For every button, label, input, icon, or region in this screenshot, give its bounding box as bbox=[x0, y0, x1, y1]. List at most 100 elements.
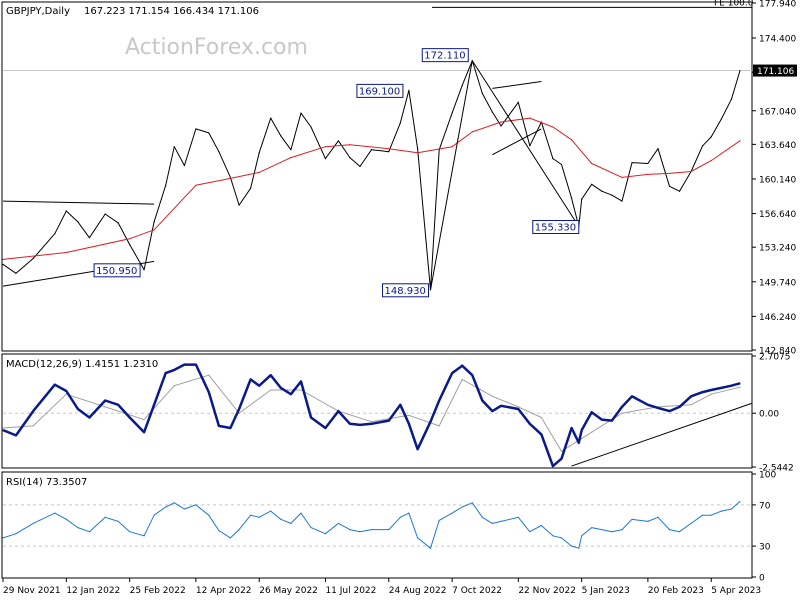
rsi-line-point bbox=[258, 516, 260, 518]
price-line-point bbox=[117, 222, 119, 224]
rsi-line-point bbox=[621, 529, 623, 531]
rsi-line-point bbox=[300, 512, 302, 514]
rsi-axis-label: 30 bbox=[759, 543, 771, 553]
x-axis-label: 29 Nov 2021 bbox=[3, 586, 61, 596]
rsi-axis-label: 0 bbox=[759, 574, 765, 584]
price-line-point bbox=[657, 148, 659, 150]
moving-average-line-point bbox=[416, 152, 419, 154]
macd-signal-line-point bbox=[370, 421, 373, 423]
price-annotation-box bbox=[421, 48, 469, 63]
price-annotation-label: 150.950 bbox=[96, 266, 137, 277]
macd-line-point bbox=[621, 406, 623, 408]
rsi-line-point bbox=[173, 502, 175, 504]
rsi-line-point bbox=[601, 529, 603, 531]
rsi-line-point bbox=[290, 522, 292, 525]
price-line-point bbox=[408, 89, 410, 91]
price-line-point bbox=[195, 128, 197, 130]
rsi-line-point bbox=[552, 535, 554, 537]
rsi-line-point bbox=[581, 535, 583, 537]
price-line-point bbox=[739, 69, 741, 72]
price-line-point bbox=[218, 151, 220, 153]
macd-line-point bbox=[290, 393, 292, 395]
macd-line-point bbox=[601, 418, 603, 421]
macd-signal-line-point bbox=[491, 395, 494, 397]
price-trendline bbox=[471, 60, 580, 227]
price-trendline bbox=[492, 128, 542, 156]
macd-line-point bbox=[238, 408, 240, 410]
macd-line-point bbox=[570, 427, 573, 429]
macd-line-point bbox=[143, 431, 145, 433]
price-line-point bbox=[710, 136, 712, 138]
price-line-point bbox=[668, 185, 671, 187]
rsi-line-point bbox=[690, 522, 692, 525]
rsi-line-point bbox=[310, 526, 312, 529]
price-line-point bbox=[491, 111, 494, 113]
price-line-point bbox=[701, 145, 704, 147]
macd-trendline bbox=[571, 402, 753, 467]
macd-line-point bbox=[591, 411, 593, 413]
x-axis-label: 12 Jan 2022 bbox=[66, 586, 120, 596]
watermark: ActionForex.com bbox=[125, 35, 308, 60]
moving-average-line-point bbox=[153, 229, 155, 231]
macd-line-point bbox=[657, 407, 659, 409]
rsi-line-point bbox=[388, 529, 390, 531]
price-line-point bbox=[290, 149, 292, 151]
price-line-point bbox=[249, 187, 252, 189]
rsi-line-point bbox=[359, 531, 361, 533]
price-line-point bbox=[32, 257, 34, 260]
rsi-line-point bbox=[529, 531, 531, 533]
rsi-line-point bbox=[183, 508, 185, 510]
price-axis-label: 167.040 bbox=[759, 107, 796, 117]
price-line-point bbox=[529, 145, 531, 147]
x-axis-label: 20 Feb 2023 bbox=[648, 586, 704, 596]
moving-average-line-point bbox=[195, 184, 197, 186]
rsi-line-point bbox=[195, 504, 197, 506]
macd-line-point bbox=[461, 365, 463, 367]
price-line-point bbox=[337, 140, 339, 142]
ohlc-label: 167.223 171.154 166.434 171.106 bbox=[84, 6, 259, 17]
price-line-point bbox=[720, 118, 722, 120]
price-line-point bbox=[500, 125, 502, 127]
x-axis-label: 7 Oct 2022 bbox=[452, 586, 502, 596]
macd-signal-line-point bbox=[2, 427, 4, 429]
rsi-line-point bbox=[2, 537, 4, 539]
macd-line-point bbox=[77, 408, 79, 410]
price-line-point bbox=[621, 200, 623, 202]
macd-axis-label: -2.5442 bbox=[759, 464, 794, 474]
macd-line-point bbox=[481, 399, 483, 402]
macd-line-point bbox=[258, 385, 260, 387]
rsi-line-point bbox=[65, 518, 67, 520]
price-line-point bbox=[270, 117, 272, 119]
macd-line-point bbox=[578, 442, 580, 444]
rsi-line-point bbox=[570, 545, 573, 547]
rsi-line-point bbox=[324, 533, 327, 535]
rsi-line-point bbox=[560, 537, 563, 539]
price-line-point bbox=[324, 158, 327, 160]
macd-signal-line-point bbox=[65, 393, 67, 395]
moving-average-line-point bbox=[690, 170, 692, 173]
price-line-point bbox=[388, 151, 390, 153]
macd-line-point bbox=[173, 369, 175, 371]
macd-line-point bbox=[218, 425, 220, 427]
rsi-line-point bbox=[438, 519, 440, 521]
rsi-line-point bbox=[54, 512, 56, 514]
macd-signal-line-point bbox=[517, 406, 519, 408]
macd-line-point bbox=[739, 382, 741, 384]
price-line-point bbox=[570, 197, 573, 199]
macd-line-point bbox=[15, 434, 17, 437]
macd-line-point bbox=[668, 410, 671, 412]
macd-line-point bbox=[2, 429, 4, 431]
moving-average-line-point bbox=[471, 131, 473, 133]
macd-line-point bbox=[165, 372, 167, 374]
moving-average-line-point bbox=[349, 144, 351, 146]
macd-signal-line-point bbox=[438, 425, 440, 427]
rsi-line-point bbox=[647, 520, 649, 522]
rsi-line-point bbox=[701, 514, 704, 516]
price-line-point bbox=[451, 112, 453, 114]
moving-average-line-point bbox=[710, 159, 712, 162]
rsi-line-point bbox=[730, 508, 732, 510]
macd-line-point bbox=[540, 433, 542, 435]
macd-signal-line-point bbox=[208, 374, 210, 376]
price-line-point bbox=[54, 233, 56, 235]
